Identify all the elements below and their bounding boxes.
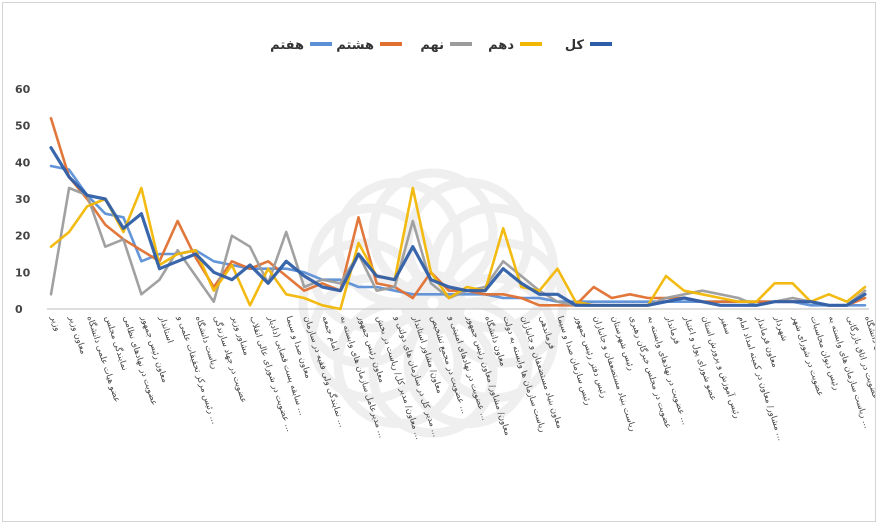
series-group: [49, 117, 867, 311]
series-line-هشتم: [49, 117, 867, 307]
watermark-petal: [333, 299, 463, 429]
x-tick-label: معاون وزیر: [66, 314, 88, 356]
x-tick-label: سفیر: [717, 314, 733, 336]
x-tick-label: رئیس مرکز تحقیقات علمی و ...: [174, 314, 219, 426]
legend-item-هشتم: هشتم: [336, 38, 402, 53]
watermark-petal: [368, 308, 498, 438]
y-tick-label: 10: [15, 266, 31, 279]
legend-label: دهم: [488, 38, 514, 53]
x-tick-label: استاندار: [156, 314, 174, 345]
y-axis: 0 10 20 30 40 50 60: [15, 83, 31, 316]
y-tick-label: 50: [15, 120, 31, 133]
series-line-نهم: [49, 186, 867, 307]
watermark-petal: [298, 238, 428, 368]
y-tick-label: 40: [15, 156, 31, 169]
legend-label: هفتم: [270, 38, 304, 53]
legend-item-نهم: نهم: [420, 38, 472, 53]
x-tick-label: شهردار: [771, 314, 789, 343]
legend-item-دهم: دهم: [488, 38, 542, 53]
watermark-petal: [429, 203, 559, 333]
series-line-دهم: [49, 186, 867, 311]
series-line-کل: [49, 146, 867, 307]
watermark-petal: [307, 203, 437, 333]
line-chart: کل دهم نهم هشتم هفتم 0 10 20 30 40 50 60 وزیر معاون…: [15, 38, 878, 442]
x-tick-label: فرماندار: [663, 314, 682, 346]
legend-label: کل: [565, 38, 585, 53]
legend-label: هشتم: [336, 38, 374, 53]
legend-label: نهم: [420, 38, 444, 53]
watermark-petal: [333, 177, 463, 307]
legend-item-هفتم: هفتم: [270, 38, 332, 53]
watermark-petal: [403, 299, 533, 429]
y-tick-label: 30: [15, 193, 31, 206]
chart-legend: کل دهم نهم هشتم هفتم: [270, 38, 612, 53]
y-tick-label: 60: [15, 83, 31, 96]
x-tick-label: وزیر: [48, 314, 63, 333]
y-tick-label: 20: [15, 230, 31, 243]
watermark-petal: [307, 273, 437, 403]
legend-item-کل: کل: [565, 38, 612, 53]
y-tick-label: 0: [15, 303, 23, 316]
